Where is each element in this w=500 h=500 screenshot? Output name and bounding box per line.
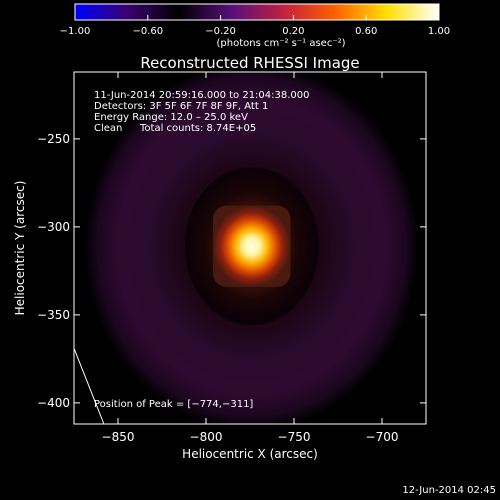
- annotation-clean: Clean: [94, 123, 122, 134]
- colorbar-tick-label: 0.20: [282, 26, 304, 37]
- x-axis-ticks: −850 −800 −750 −700: [102, 72, 399, 444]
- x-tick-label: −800: [190, 430, 223, 444]
- x-tick-label: −700: [366, 430, 399, 444]
- timestamp: 12-Jun-2014 02:45: [402, 485, 496, 496]
- annotation-total-counts: Total counts: 8.74E+05: [139, 123, 256, 134]
- plot-frame: [73, 71, 427, 425]
- colorbar-tick-label: −1.00: [60, 26, 91, 37]
- solar-limb-line: [74, 348, 105, 424]
- x-axis-label: Heliocentric X (arcsec): [182, 447, 318, 461]
- y-tick-label: −250: [37, 132, 70, 146]
- colorbar-tick-label: −0.60: [132, 26, 163, 37]
- colorbar-unit-label: (photons cm⁻² s⁻¹ asec⁻²): [216, 38, 345, 49]
- annotation-detectors: Detectors: 3F 5F 6F 7F 8F 9F, Att 1: [94, 101, 268, 112]
- y-tick-label: −300: [37, 220, 70, 234]
- x-tick-label: −850: [102, 430, 135, 444]
- chart-title: Reconstructed RHESSI Image: [140, 54, 359, 72]
- colorbar-tick-label: 1.00: [428, 26, 450, 37]
- colorbar-tick-label: 0.60: [355, 26, 377, 37]
- y-tick-label: −350: [37, 308, 70, 322]
- y-axis-label: Heliocentric Y (arcsec): [13, 181, 27, 316]
- y-tick-label: −400: [37, 396, 70, 410]
- plot-area: −850 −800 −750 −700 −250 −300 −350 −400: [37, 71, 427, 444]
- colorbar: −1.00 −0.60 −0.20 0.20 0.60 1.00 (photons cm⁻…: [60, 3, 450, 49]
- annotation-energy-range: Energy Range: 12.0 – 25.0 keV: [94, 112, 248, 123]
- peak-source: [213, 205, 291, 287]
- colorbar-gradient: [74, 3, 440, 21]
- y-axis-ticks: −250 −300 −350 −400: [37, 132, 426, 410]
- colorbar-ticks: −1.00 −0.60 −0.20 0.20 0.60 1.00: [60, 15, 450, 37]
- annotation-block: 11-Jun-2014 20:59:16.000 to 21:04:38.000…: [94, 90, 310, 410]
- x-tick-label: −750: [278, 430, 311, 444]
- annotation-time-range: 11-Jun-2014 20:59:16.000 to 21:04:38.000: [94, 90, 310, 101]
- annotation-peak-position: Position of Peak = [−774,−311]: [94, 399, 253, 410]
- colorbar-tick-label: −0.20: [205, 26, 236, 37]
